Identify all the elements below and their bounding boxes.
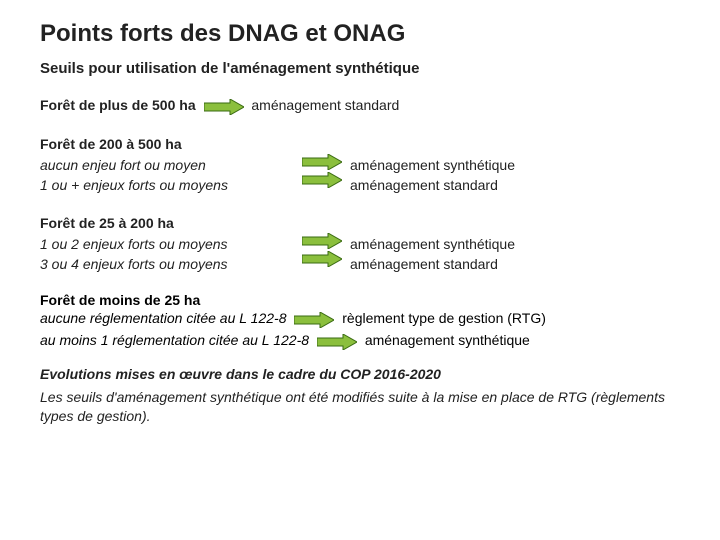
slide-title: Points forts des DNAG et ONAG [40, 20, 680, 48]
slide: AMENAGEMENT FORESTIER Points forts des D… [0, 0, 720, 540]
section2-res1: aménagement synthétique [350, 155, 680, 175]
section3-res1: aménagement synthétique [350, 234, 680, 254]
section-4: Forêt de moins de 25 ha aucune réglement… [40, 292, 680, 352]
section2-cond1: aucun enjeu fort ou moyen [40, 155, 300, 175]
section1-label: Forêt de plus de 500 ha [40, 97, 196, 113]
section1-result: aménagement standard [251, 97, 399, 113]
arrow-icon [302, 154, 342, 170]
arrow-icon [302, 251, 342, 267]
section-1: Forêt de plus de 500 ha aménagement stan… [40, 95, 680, 116]
section-3: Forêt de 25 à 200 ha 1 ou 2 enjeux forts… [40, 213, 680, 274]
section4-res2: aménagement synthétique [365, 332, 530, 348]
section4-cond2: au moins 1 réglementation citée au L 122… [40, 332, 309, 348]
section-2: Forêt de 200 à 500 ha aucun enjeu fort o… [40, 134, 680, 195]
section3-cond2: 3 ou 4 enjeux forts ou moyens [40, 254, 300, 274]
footer-text: Les seuils d'aménagement synthétique ont… [40, 388, 680, 427]
section2-cond2: 1 ou + enjeux forts ou moyens [40, 175, 300, 195]
section4-cond1: aucune réglementation citée au L 122-8 [40, 310, 286, 326]
section2-res2: aménagement standard [350, 175, 680, 195]
section4-res1: règlement type de gestion (RTG) [342, 310, 546, 326]
arrow-icon [317, 331, 357, 352]
doc-side-tabs [704, 74, 711, 156]
section2-label: Forêt de 200 à 500 ha [40, 134, 300, 154]
arrow-icon [302, 233, 342, 249]
footer-heading: Evolutions mises en œuvre dans le cadre … [40, 366, 680, 382]
section4-label: Forêt de moins de 25 ha [40, 292, 680, 308]
section3-cond1: 1 ou 2 enjeux forts ou moyens [40, 234, 300, 254]
section3-res2: aménagement standard [350, 254, 680, 274]
arrow-icon [204, 96, 244, 116]
slide-subtitle: Seuils pour utilisation de l'aménagement… [40, 60, 680, 77]
arrow-icon [294, 309, 334, 330]
arrow-icon [302, 172, 342, 188]
section3-label: Forêt de 25 à 200 ha [40, 213, 300, 233]
